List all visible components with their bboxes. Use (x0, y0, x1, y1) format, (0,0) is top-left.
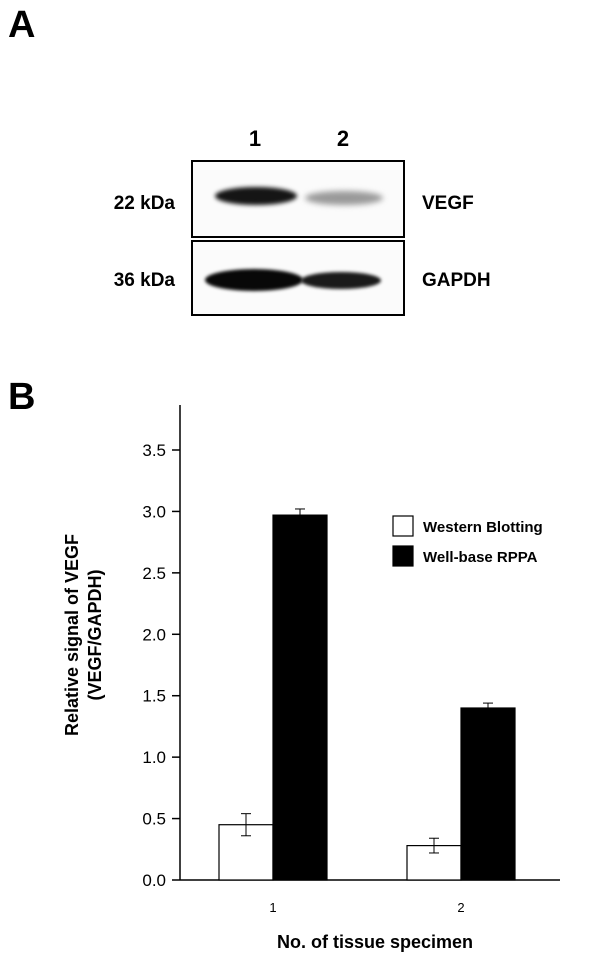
y-tick-label-7: 3.5 (142, 441, 166, 460)
y-tick-label-1: 0.5 (142, 810, 166, 829)
vegf-band-lane-2 (305, 191, 383, 205)
legend-swatch-western-blotting (392, 515, 414, 537)
legend-label-well-base-rppa: Well-base RPPA (423, 549, 538, 566)
vegf-band-lane-1 (215, 187, 297, 205)
bar-well-base-rppa-1 (272, 514, 328, 881)
protein-label-gapdh: GAPDH (422, 270, 491, 291)
x-tick-label-2: 2 (457, 900, 464, 915)
gapdh-band-lane-1 (205, 269, 303, 291)
x-axis-title: No. of tissue specimen (277, 932, 473, 952)
gapdh-blot-image (191, 240, 405, 316)
lane-label-2: 2 (336, 126, 350, 151)
y-axis-title-line-1: Relative signal of VEGF (62, 534, 82, 736)
legend-label-western-blotting: Western Blotting (423, 519, 543, 536)
lane-label-1: 1 (248, 126, 262, 151)
marker-label-gapdh: 36 kDa (113, 270, 175, 291)
gapdh-band-lane-2 (301, 272, 381, 289)
x-tick-label-1: 1 (269, 900, 276, 915)
vegf-blot-image (191, 160, 405, 238)
marker-label-vegf: 22 kDa (113, 193, 175, 214)
protein-label-vegf: VEGF (422, 193, 474, 214)
y-tick-label-5: 2.5 (142, 564, 166, 583)
y-tick-label-3: 1.5 (142, 687, 166, 706)
y-tick-label-0: 0.0 (142, 871, 166, 890)
panel-a-letter: A (8, 4, 36, 46)
panel-b-letter: B (8, 376, 36, 418)
bar-well-base-rppa-2 (460, 707, 516, 881)
y-axis-title-line-2: (VEGF/GAPDH) (85, 569, 105, 700)
y-tick-label-6: 3.0 (142, 502, 166, 521)
legend: Western Blotting Well-base RPPA (392, 515, 543, 567)
legend-swatch-well-base-rppa (392, 545, 414, 567)
bars (218, 508, 516, 881)
y-tick-label-4: 2.0 (142, 625, 166, 644)
y-axis: 0.0 0.5 1.0 1.5 2.0 2.5 3.0 3.5 (142, 405, 181, 890)
y-tick-label-2: 1.0 (142, 748, 166, 767)
